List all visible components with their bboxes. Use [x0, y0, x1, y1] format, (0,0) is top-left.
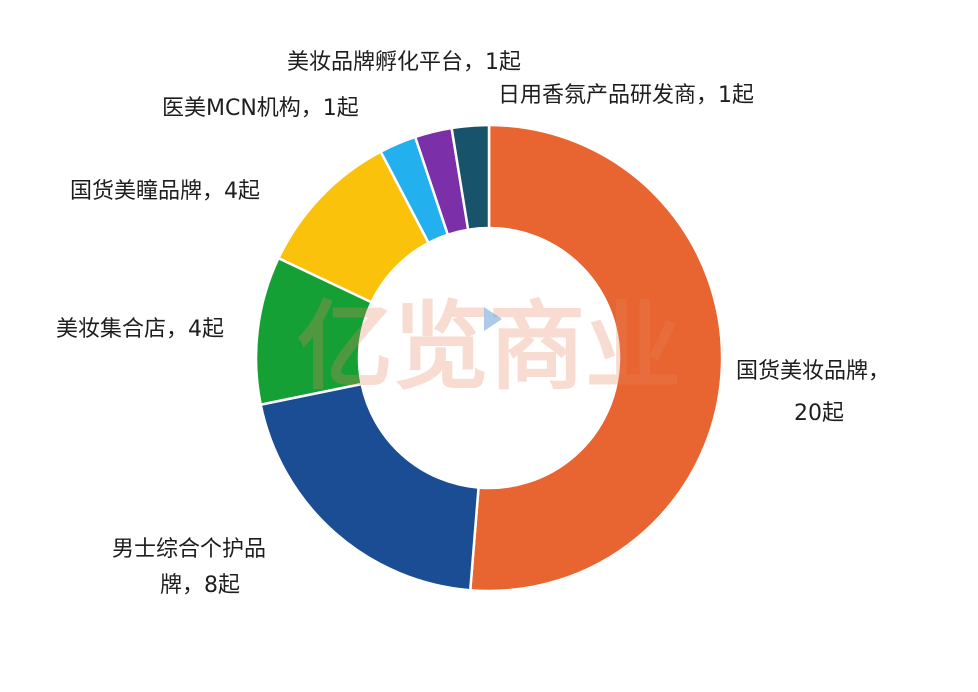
slice-label-3: 美妆集合店，4起	[56, 317, 224, 342]
slice-2	[259, 382, 480, 592]
play-icon	[484, 307, 502, 331]
slice-label-7: 日用香氛产品研发商，1起	[498, 83, 754, 108]
slice-label-line: 美妆品牌孵化平台，1起	[287, 50, 521, 75]
slice-label-line: 牌，8起	[160, 573, 240, 598]
watermark-text: 亿览商业	[297, 291, 681, 403]
slice-label-6: 美妆品牌孵化平台，1起	[287, 50, 521, 75]
slice-label-line: 日用香氛产品研发商，1起	[498, 83, 754, 108]
slice-label-line: 国货美妆品牌，	[736, 359, 890, 384]
slice-7	[450, 123, 491, 232]
slices-layer	[254, 123, 724, 593]
slice-1	[468, 123, 724, 593]
slice-label-5: 医美MCN机构，1起	[162, 96, 359, 121]
slice-label-line: 美妆集合店，4起	[56, 317, 224, 342]
slice-label-4: 国货美瞳品牌，4起	[70, 179, 260, 204]
slice-label-1: 国货美妆品牌， 20起	[736, 359, 890, 426]
slice-label-line: 20起	[794, 401, 844, 426]
slice-label-2: 男士综合个护品牌，8起	[112, 537, 266, 598]
slice-label-line: 国货美瞳品牌，4起	[70, 179, 260, 204]
slice-label-line: 医美MCN机构，1起	[162, 96, 359, 121]
slice-label-line: 男士综合个护品	[112, 537, 266, 562]
watermark: 亿览商业	[297, 291, 681, 403]
